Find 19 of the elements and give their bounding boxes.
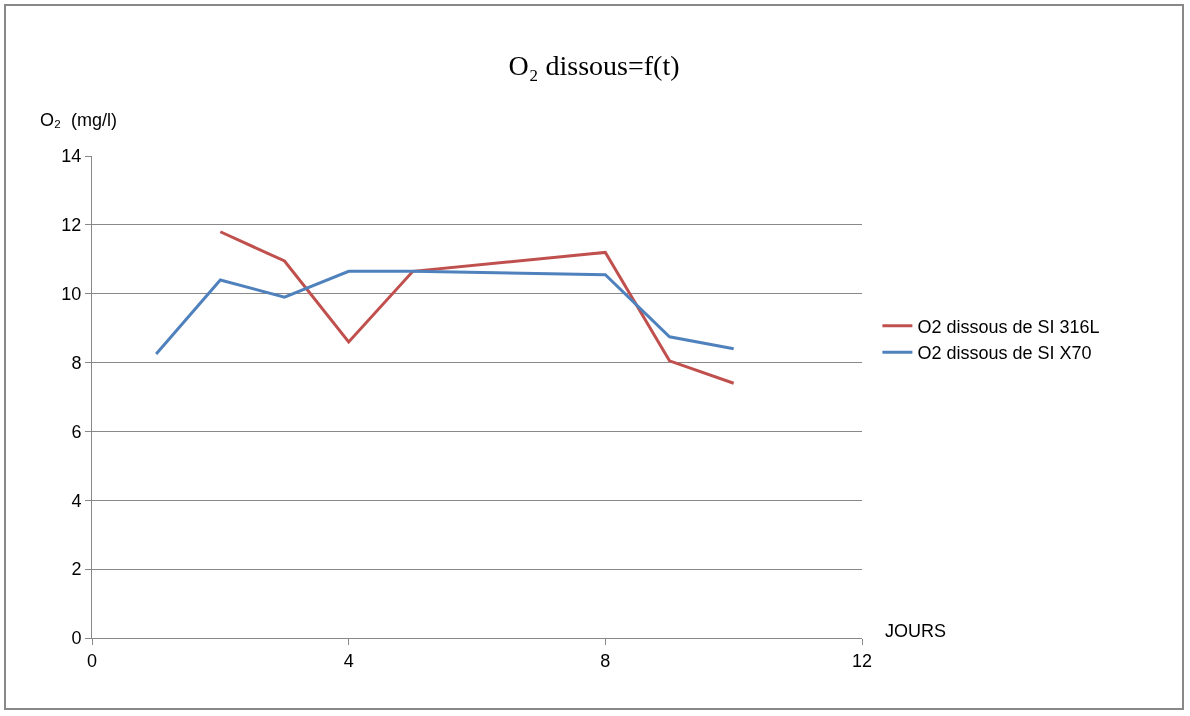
line-series [154,269,736,356]
y-tick-label: 12 [61,215,82,236]
y-tick-label: 10 [61,284,82,305]
legend-label: O2 dissous de SI 316L [917,316,1100,337]
y-tick-label: 14 [61,146,82,167]
legend-label: O2 dissous de SI X70 [917,343,1092,364]
x-tick-label: 4 [343,650,354,671]
x-tick-label: 8 [600,650,611,671]
x-tick-label: 12 [851,650,873,671]
y-tick-label: 6 [71,421,82,442]
y-axis-title: O₂ (mg/l) [40,110,117,130]
line-series [218,230,736,385]
chart-title: O₂ dissous=f(t) [508,49,680,81]
x-tick-label: 0 [86,650,98,671]
y-tick-label: 8 [71,352,82,373]
y-tick-label: 0 [71,628,82,649]
x-axis-title: JOURS [885,621,947,641]
y-tick-label: 2 [71,559,82,580]
y-tick-label: 4 [71,490,82,511]
